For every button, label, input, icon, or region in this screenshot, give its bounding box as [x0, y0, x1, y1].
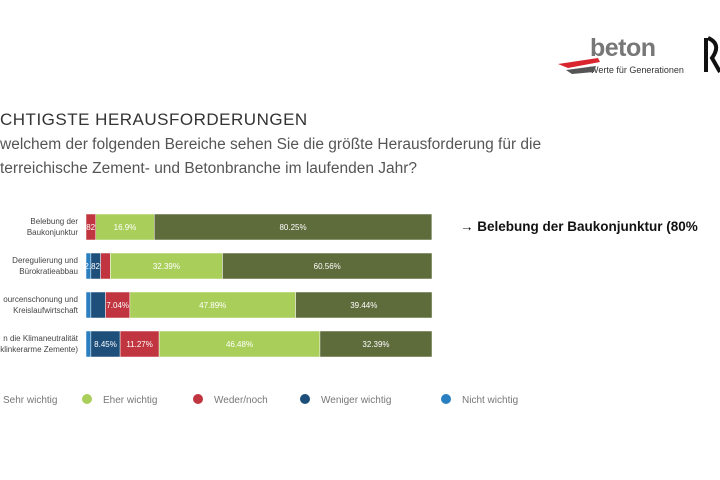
value-label: 60.56%	[314, 262, 341, 271]
value-label: 7.04%	[106, 301, 129, 310]
bar-segment	[85, 330, 92, 358]
bar-segment	[90, 330, 121, 358]
bar-segment	[129, 291, 296, 319]
category-label: n die Klimaneutralität (klinkerarme Zeme…	[0, 334, 78, 354]
logo-mark	[566, 66, 596, 74]
logo-tagline: Werte für Generationen	[590, 65, 684, 75]
bar-segment	[100, 252, 111, 280]
legend-label: Weder/noch	[214, 395, 268, 406]
value-label: 2.82%	[80, 223, 103, 232]
logo-name: beton	[590, 34, 656, 62]
value-label: 47.89%	[199, 301, 226, 310]
value-label: 32.39%	[153, 262, 180, 271]
logo-mark	[558, 58, 600, 68]
question-line: welchem der folgenden Bereiche sehen Sie…	[0, 136, 542, 153]
note: → Belebung der Baukonjunktur (80%	[460, 219, 698, 234]
bar-segment	[319, 330, 433, 358]
partner-logo	[704, 36, 720, 73]
category-label: ourcenschonung und Kreislaufwirtschaft	[3, 295, 78, 315]
legend-label: Sehr wichtig	[3, 395, 57, 406]
value-label: 80.25%	[279, 223, 306, 232]
legend-marker	[193, 394, 203, 404]
value-label: 46.48%	[226, 340, 253, 349]
legend-marker	[300, 394, 310, 404]
bar-segment	[222, 252, 433, 280]
bar-segment	[295, 291, 433, 319]
value-label: 32.39%	[362, 340, 389, 349]
bar-segment	[90, 291, 106, 319]
bar-segment	[158, 330, 321, 358]
category-label: Deregulierung und Bürokratieabbau	[12, 256, 78, 276]
value-label: 11.27%	[126, 340, 153, 349]
value-label: 16.9%	[114, 223, 137, 232]
bar-segment	[95, 213, 155, 241]
title: CHTIGSTE HERAUSFORDERUNGEN	[0, 110, 308, 129]
bar-segment	[153, 213, 433, 241]
legend-label: Nicht wichtig	[462, 395, 518, 406]
bar-segment	[110, 252, 223, 280]
value-label: 8.45%	[94, 340, 117, 349]
value-label: 39.44%	[350, 301, 377, 310]
category-label: Belebung der Baukonjunktur	[26, 217, 78, 237]
question-line: terreichische Zement- und Betonbranche i…	[0, 160, 418, 177]
legend-label: Weniger wichtig	[321, 395, 391, 406]
legend-marker	[82, 394, 92, 404]
legend-marker	[441, 394, 451, 404]
legend-label: Eher wichtig	[103, 395, 157, 406]
value-label: 2.82%	[84, 262, 107, 271]
bar-segment	[85, 291, 92, 319]
